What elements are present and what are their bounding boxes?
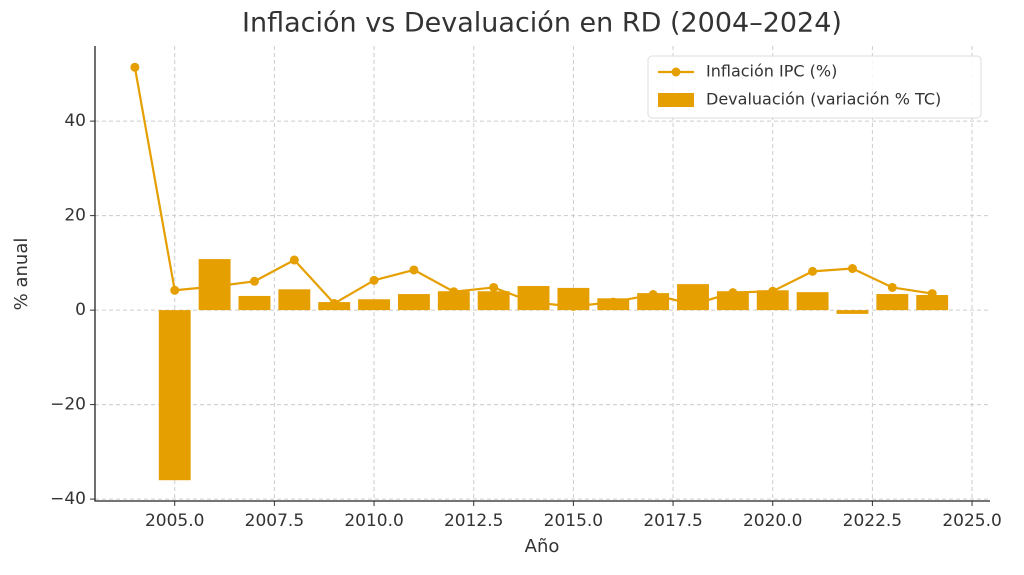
bar (916, 294, 949, 311)
point (808, 266, 818, 276)
bar (517, 286, 550, 311)
grid (95, 46, 990, 501)
point (170, 285, 180, 295)
x-tick-label: 2017.5 (643, 511, 702, 531)
x-tick-label: 2025.0 (942, 511, 1001, 531)
bar (557, 287, 590, 311)
y-tick-label: 20 (64, 206, 86, 226)
x-tick-label: 2015.0 (544, 511, 603, 531)
chart-title: Inflación vs Devaluación en RD (2004–202… (242, 8, 842, 39)
bar (397, 294, 430, 311)
bar (597, 298, 630, 311)
bar (756, 290, 789, 311)
bar (238, 295, 271, 311)
legend-label: Devaluación (variación % TC) (706, 90, 941, 109)
point (489, 282, 499, 292)
point (369, 275, 379, 285)
y-tick-label: −20 (50, 395, 86, 415)
x-tick-label: 2012.5 (444, 511, 503, 531)
bar (198, 259, 231, 311)
legend-label: Inflación IPC (%) (706, 62, 837, 81)
point (130, 62, 140, 72)
y-tick-label: 40 (64, 111, 86, 131)
legend-box (647, 55, 982, 119)
y-axis-label: % anual (11, 238, 32, 311)
bar (158, 310, 191, 481)
legend-swatch (658, 93, 694, 107)
legend-point (671, 67, 681, 77)
point (289, 255, 299, 265)
x-tick-label: 2010.0 (344, 511, 403, 531)
bar (477, 291, 510, 311)
bar (677, 284, 709, 311)
point (409, 265, 419, 275)
bar (716, 291, 749, 311)
axis (94, 46, 990, 502)
bar (278, 289, 311, 311)
bar (876, 294, 909, 311)
x-tick-label: 2022.5 (843, 511, 902, 531)
x-tick-label: 2007.5 (245, 511, 304, 531)
y-tick-label: −40 (50, 489, 86, 509)
bar (637, 293, 670, 311)
x-tick-label: 2005.0 (145, 511, 204, 531)
bar (437, 291, 470, 311)
bar (358, 299, 391, 311)
point (887, 282, 897, 292)
point (249, 276, 259, 286)
bar (796, 292, 829, 311)
x-tick-label: 2020.0 (743, 511, 802, 531)
legend: Inflación IPC (%) Devaluación (variación … (647, 55, 982, 119)
point (847, 264, 857, 274)
bar (836, 310, 869, 314)
x-axis-label: Año (525, 536, 560, 557)
y-tick-label: 0 (75, 300, 86, 320)
bar (318, 302, 351, 311)
